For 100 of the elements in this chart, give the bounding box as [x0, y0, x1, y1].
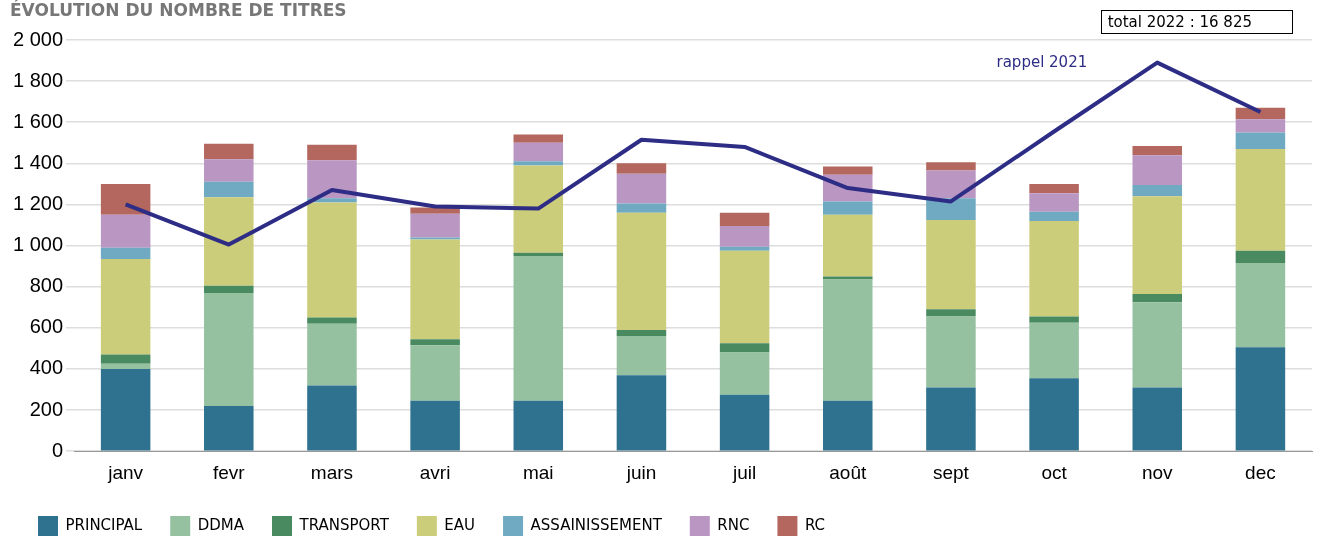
x-tick-label: mai — [522, 461, 554, 483]
bar — [1132, 155, 1183, 185]
bar — [410, 213, 460, 238]
y-tick-label: 1 600 — [12, 109, 64, 132]
bar — [823, 214, 873, 277]
x-tick-label: juin — [625, 461, 657, 483]
bar — [1132, 293, 1183, 303]
legend-label: RNC — [717, 515, 750, 534]
bar — [410, 345, 460, 401]
bar — [1029, 211, 1079, 221]
bar — [204, 405, 254, 451]
y-tick-label: 1 800 — [12, 68, 64, 91]
x-tick-label: fevr — [212, 461, 246, 483]
legend-label: TRANSPORT — [298, 515, 390, 534]
bar — [513, 161, 564, 166]
bar — [100, 183, 151, 215]
legend-label: EAU — [444, 515, 476, 534]
bar — [1235, 119, 1286, 133]
bar — [1132, 184, 1183, 197]
bar — [410, 339, 460, 346]
bar — [513, 165, 564, 253]
bar — [719, 394, 770, 451]
bar — [823, 400, 873, 451]
y-tick-label: 1 200 — [12, 192, 64, 214]
bar — [1029, 183, 1079, 194]
bar — [410, 400, 460, 451]
bar — [823, 276, 873, 280]
bar — [1132, 302, 1183, 388]
bar — [719, 226, 770, 247]
bar — [1029, 322, 1079, 379]
x-tick-label: avri — [419, 461, 451, 483]
bar — [307, 202, 357, 318]
bar — [410, 239, 460, 340]
bar — [616, 329, 667, 337]
bar — [616, 212, 667, 330]
bar — [204, 159, 254, 182]
bar — [204, 181, 254, 198]
bar — [719, 250, 770, 344]
bar — [926, 219, 976, 310]
bar — [616, 336, 667, 376]
y-tick-label: 1 400 — [12, 150, 64, 173]
bar — [100, 247, 151, 259]
bar — [1235, 347, 1286, 451]
y-tick-label: 1 000 — [12, 233, 64, 256]
bar — [616, 203, 667, 213]
bar — [719, 343, 770, 353]
bar — [719, 246, 770, 251]
bar — [1029, 316, 1079, 323]
bar — [204, 197, 254, 286]
x-tick-label: juil — [731, 461, 757, 483]
bar — [1235, 148, 1286, 251]
bar — [204, 143, 254, 160]
bar — [513, 400, 564, 451]
bar — [1029, 220, 1079, 317]
chart-title: ÉVOLUTION DU NOMBRE DE TITRES — [10, 0, 347, 20]
x-tick-label: août — [829, 461, 867, 483]
bar — [307, 144, 357, 161]
text: total 2022 : 16 825 — [1100, 10, 1293, 34]
y-tick-label: 600 — [29, 315, 64, 338]
bar — [1132, 196, 1183, 294]
bar — [926, 316, 976, 388]
x-tick-label: oct — [1041, 461, 1068, 483]
bar — [513, 142, 564, 162]
bar — [616, 173, 667, 204]
x-tick-label: nov — [1141, 461, 1174, 483]
x-tick-label: dec — [1245, 461, 1276, 483]
y-tick-label: 800 — [29, 274, 64, 297]
bar — [513, 255, 564, 401]
bar — [1235, 250, 1286, 264]
legend-label: DDMA — [197, 515, 245, 534]
bar — [1029, 378, 1079, 451]
bar — [204, 292, 254, 406]
bar — [823, 166, 873, 175]
y-tick-label: 2 000 — [12, 27, 64, 50]
bar — [1029, 193, 1079, 212]
bar — [307, 323, 357, 386]
bar — [1132, 387, 1183, 451]
y-tick-label: 400 — [29, 356, 64, 379]
x-tick-label: sept — [932, 461, 970, 483]
bar — [513, 134, 564, 143]
text: rappel 2021 — [996, 52, 1088, 71]
bar — [1235, 107, 1286, 120]
bar — [616, 163, 667, 174]
legend-label: PRINCIPAL — [65, 515, 143, 534]
bar — [1132, 145, 1183, 156]
bar — [100, 258, 151, 355]
legend-label: RC — [804, 515, 826, 534]
legend-label: ASSAINISSEMENT — [530, 515, 663, 534]
x-tick-label: mars — [310, 461, 354, 483]
bar — [204, 285, 254, 293]
bar — [513, 252, 564, 256]
x-tick-label: janv — [107, 461, 144, 483]
bar — [307, 160, 357, 199]
bar — [823, 279, 873, 401]
bar — [926, 162, 976, 171]
bar — [1235, 263, 1286, 348]
bar — [926, 387, 976, 451]
bar — [100, 354, 151, 364]
bar — [719, 212, 770, 227]
bar — [719, 352, 770, 395]
